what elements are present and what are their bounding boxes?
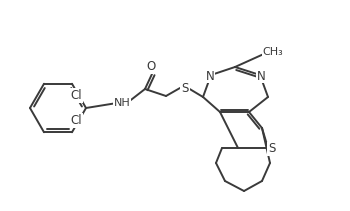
- Text: O: O: [146, 61, 156, 73]
- Text: N: N: [206, 69, 214, 83]
- Text: S: S: [181, 81, 189, 95]
- Text: Cl: Cl: [70, 89, 82, 102]
- Text: N: N: [257, 69, 265, 83]
- Text: CH₃: CH₃: [262, 47, 284, 57]
- Text: S: S: [268, 142, 276, 156]
- Text: NH: NH: [114, 98, 130, 108]
- Text: Cl: Cl: [70, 114, 82, 127]
